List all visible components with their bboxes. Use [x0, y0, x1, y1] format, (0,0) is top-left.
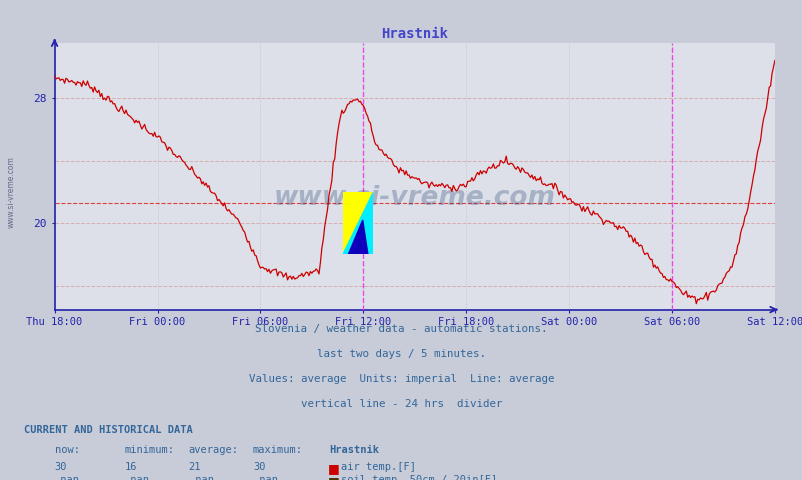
- Text: -nan: -nan: [55, 475, 79, 480]
- Title: Hrastnik: Hrastnik: [381, 27, 448, 41]
- Text: maximum:: maximum:: [253, 445, 302, 456]
- Text: CURRENT AND HISTORICAL DATA: CURRENT AND HISTORICAL DATA: [24, 425, 192, 435]
- Text: ■: ■: [327, 462, 339, 475]
- Text: www.si-vreme.com: www.si-vreme.com: [6, 156, 15, 228]
- Text: www.si-vreme.com: www.si-vreme.com: [273, 185, 555, 211]
- Polygon shape: [342, 192, 373, 254]
- Text: average:: average:: [188, 445, 238, 456]
- Polygon shape: [342, 192, 373, 254]
- Text: ■: ■: [327, 475, 339, 480]
- Text: -nan: -nan: [253, 475, 277, 480]
- Text: soil temp. 50cm / 20in[F]: soil temp. 50cm / 20in[F]: [341, 475, 497, 480]
- Text: Hrastnik: Hrastnik: [329, 445, 379, 456]
- Text: air temp.[F]: air temp.[F]: [341, 462, 415, 472]
- Text: 30: 30: [253, 462, 265, 472]
- Text: Values: average  Units: imperial  Line: average: Values: average Units: imperial Line: av…: [249, 374, 553, 384]
- Text: -nan: -nan: [124, 475, 149, 480]
- Text: Slovenia / weather data - automatic stations.: Slovenia / weather data - automatic stat…: [255, 324, 547, 334]
- Polygon shape: [348, 220, 367, 254]
- Text: 21: 21: [188, 462, 201, 472]
- Text: last two days / 5 minutes.: last two days / 5 minutes.: [317, 349, 485, 359]
- Text: 16: 16: [124, 462, 137, 472]
- Text: -nan: -nan: [188, 475, 213, 480]
- Text: 30: 30: [55, 462, 67, 472]
- Text: now:: now:: [55, 445, 79, 456]
- Text: vertical line - 24 hrs  divider: vertical line - 24 hrs divider: [301, 399, 501, 409]
- Text: minimum:: minimum:: [124, 445, 174, 456]
